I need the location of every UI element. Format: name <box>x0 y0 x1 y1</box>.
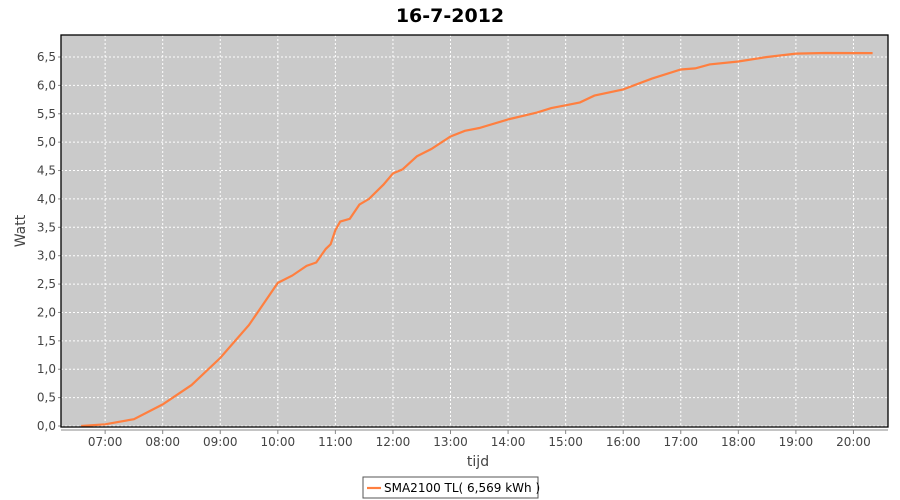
x-tick-label: 14:00 <box>491 435 526 449</box>
x-tick-label: 15:00 <box>548 435 583 449</box>
x-tick-label: 20:00 <box>836 435 871 449</box>
x-tick-label: 09:00 <box>203 435 238 449</box>
y-tick-label: 2,5 <box>37 277 56 291</box>
x-tick-label: 19:00 <box>779 435 814 449</box>
series-line <box>81 51 873 428</box>
plot-frame <box>60 34 889 428</box>
y-tick-label: 2,0 <box>37 305 56 319</box>
x-tick-label: 10:00 <box>261 435 296 449</box>
y-tick-label: 5,5 <box>37 107 56 121</box>
y-tick-label: 5,0 <box>37 135 56 149</box>
y-axis-label: Watt <box>13 214 29 247</box>
y-tick-label: 1,5 <box>37 334 56 348</box>
y-tick-label: 3,0 <box>37 249 56 263</box>
x-tick-label: 16:00 <box>606 435 641 449</box>
x-tick-label: 08:00 <box>145 435 180 449</box>
x-tick-label: 11:00 <box>318 435 353 449</box>
x-axis-label: tijd <box>467 454 489 470</box>
plot-area <box>61 35 888 427</box>
y-tick-label: 0,0 <box>37 419 56 433</box>
x-tick-label: 17:00 <box>663 435 698 449</box>
y-tick-label: 4,5 <box>37 164 56 178</box>
y-tick-label: 1,0 <box>37 362 56 376</box>
legend-label: SMA2100 TL( 6,569 kWh ) <box>384 481 540 495</box>
y-tick-label: 0,5 <box>37 391 56 405</box>
y-tick-label: 6,5 <box>37 50 56 64</box>
x-tick-label: 13:00 <box>433 435 468 449</box>
chart-title: 16-7-2012 <box>396 5 504 27</box>
y-tick-label: 6,0 <box>37 78 56 92</box>
x-tick-label: 12:00 <box>376 435 411 449</box>
y-tick-label: 3,5 <box>37 220 56 234</box>
x-tick-label: 07:00 <box>88 435 123 449</box>
y-tick-label: 4,0 <box>37 192 56 206</box>
legend: SMA2100 TL( 6,569 kWh ) <box>362 476 540 499</box>
x-tick-label: 18:00 <box>721 435 756 449</box>
